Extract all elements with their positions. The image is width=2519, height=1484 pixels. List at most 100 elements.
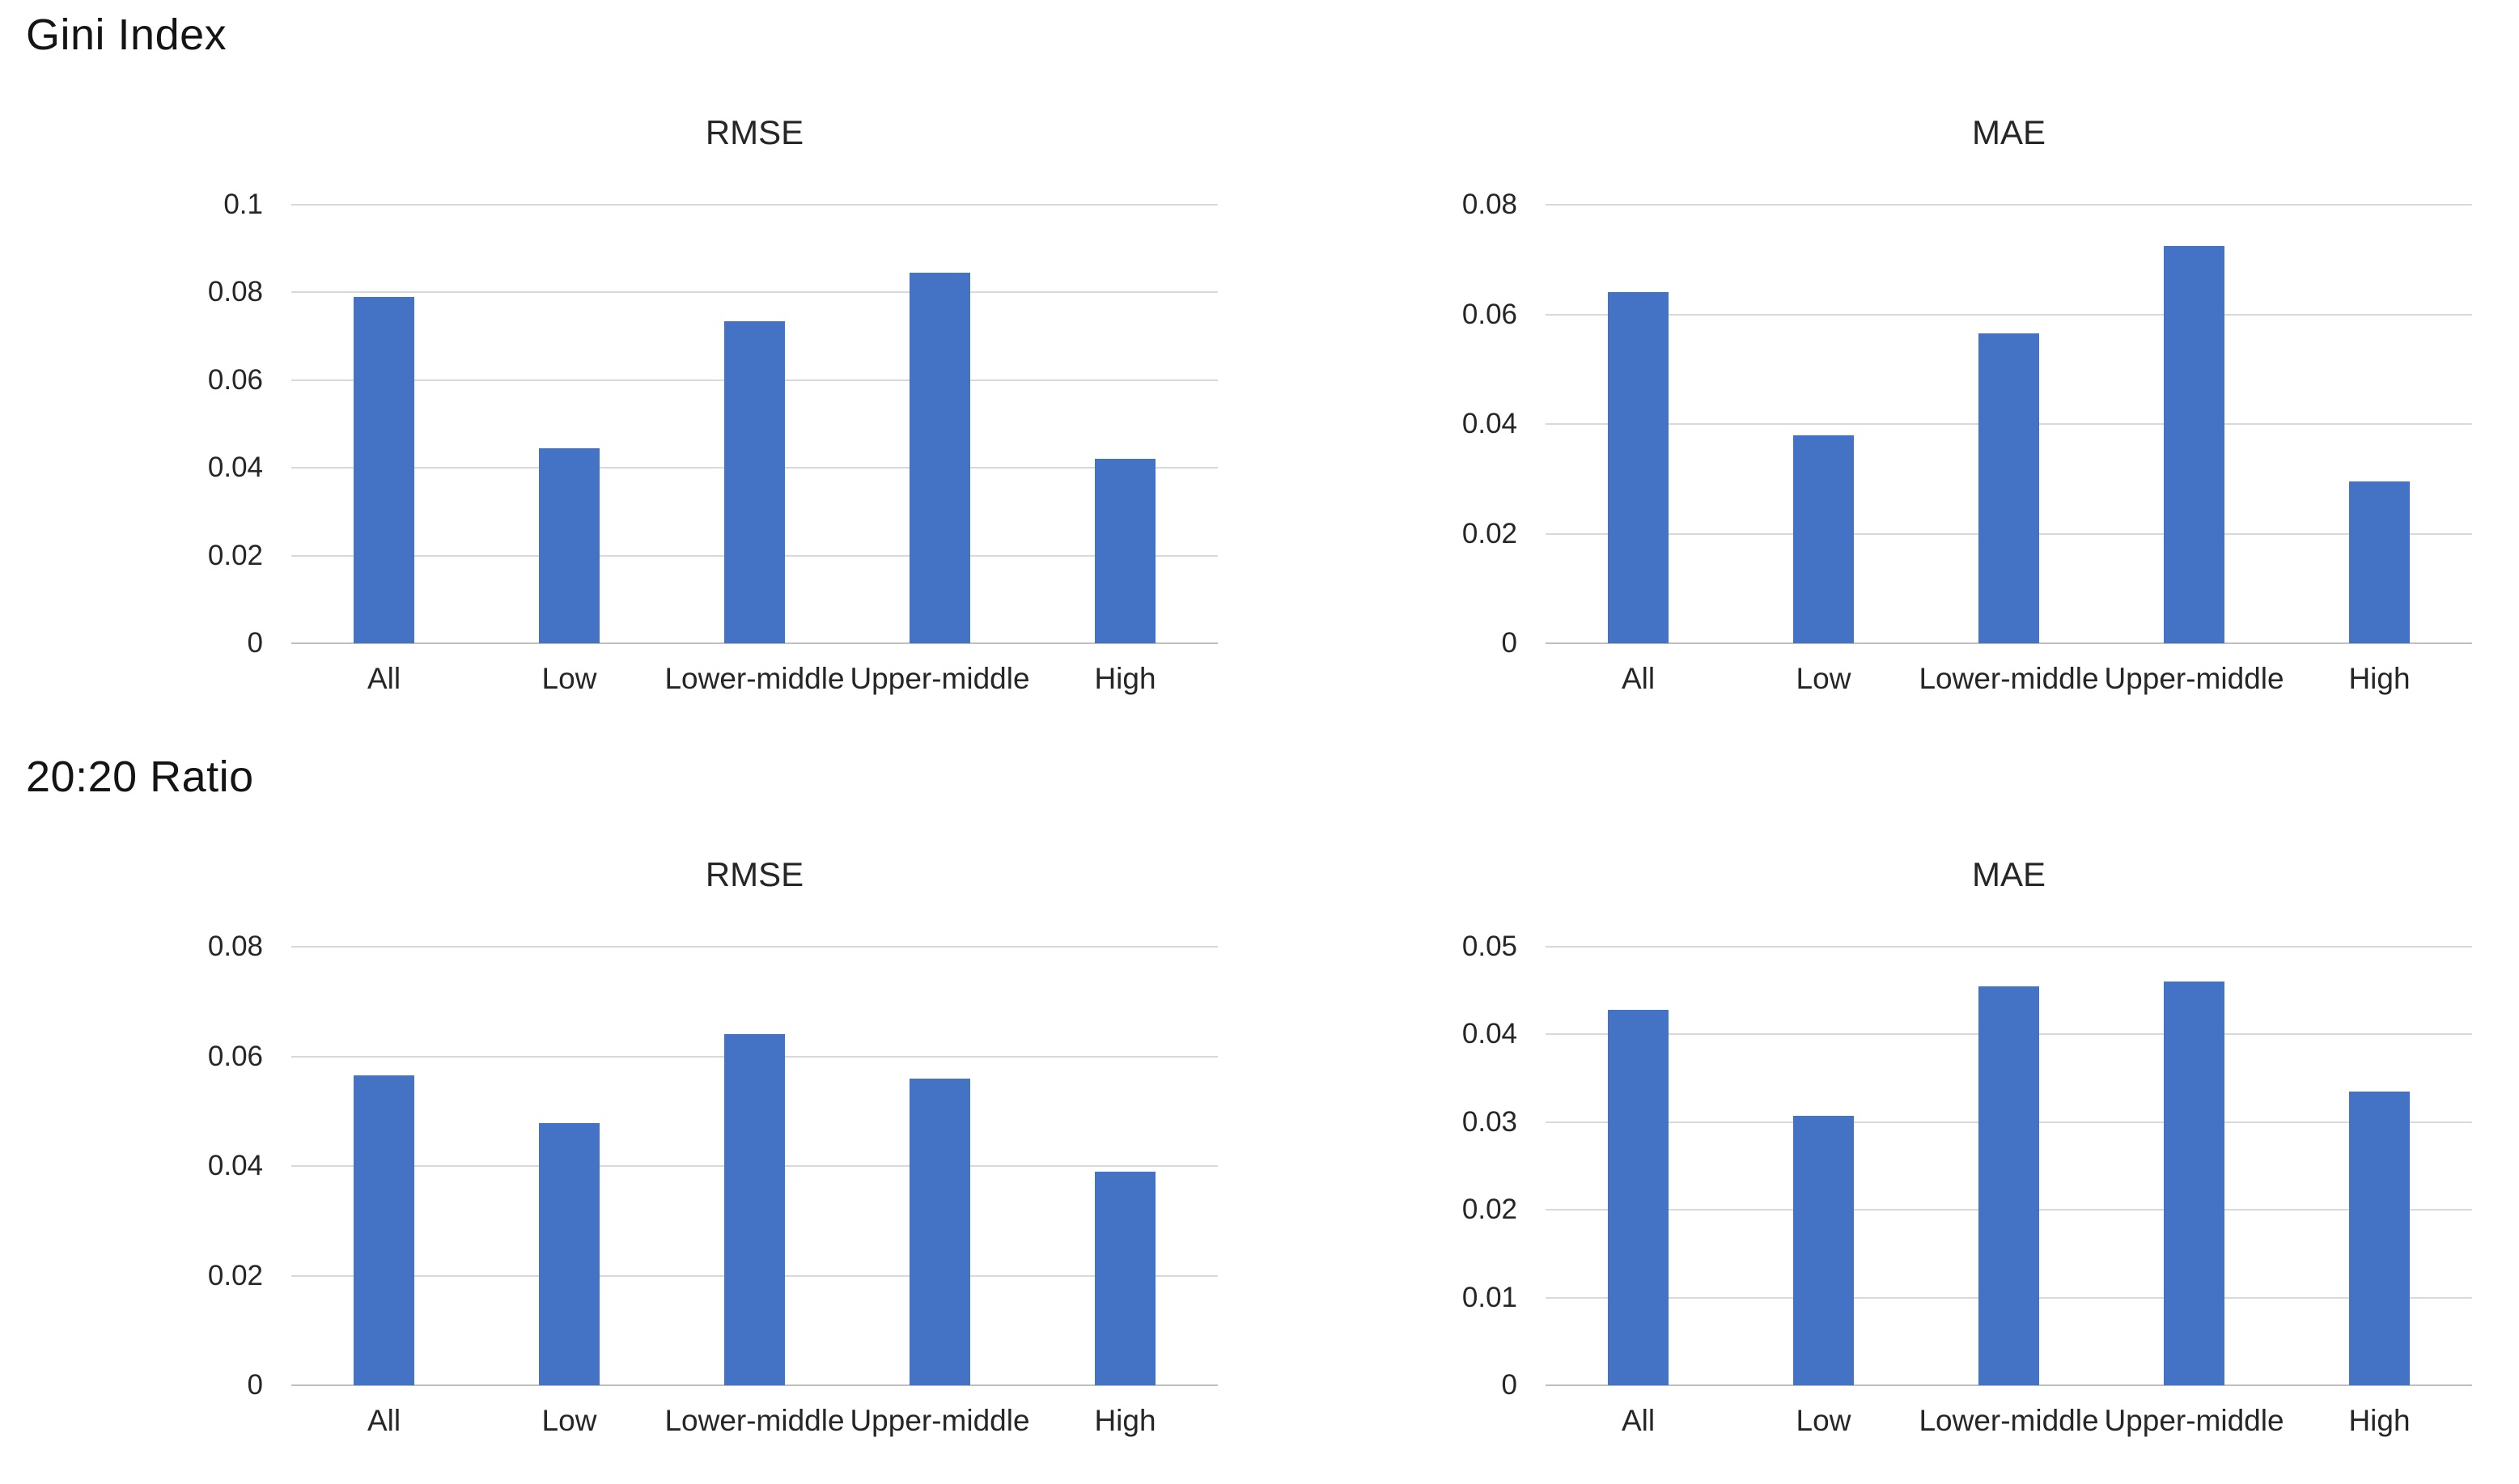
bar-slot (1731, 947, 1916, 1385)
x-axis-category-label: Upper-middle (850, 1404, 1030, 1437)
chart-title: RMSE (705, 855, 804, 893)
chart-gini-index-mae: MAE 0 0.02 0.04 0.06 0.08 All Low Lower-middle Up… (1376, 95, 2508, 728)
x-axis-category-label: Upper-middle (2104, 1404, 2284, 1437)
bar-slot (2287, 205, 2472, 643)
y-axis: 0 0.01 0.02 0.03 0.04 0.05 (1376, 931, 1517, 1401)
bar-low (538, 447, 600, 643)
bar-upper-middle (909, 1078, 971, 1385)
y-axis-tick-label: 0.04 (1461, 1018, 1517, 1050)
y-axis-tick-label: 0.02 (207, 1259, 263, 1291)
x-axis-labels: All Low Lower-middle Upper-middle High (1546, 1404, 2472, 1452)
bar-slot (1916, 205, 2101, 643)
bar-upper-middle (909, 273, 971, 643)
bar-all (1607, 1010, 1669, 1385)
chart-gini-index-rmse: RMSE 0 0.02 0.04 0.06 0.08 0.1 All Low Lower-midd… (121, 95, 1254, 728)
y-axis-tick-label: 0.08 (1461, 189, 1517, 220)
chart-title: MAE (1971, 855, 2046, 893)
bar-all (353, 1075, 415, 1385)
x-axis-labels: All Low Lower-middle Upper-middle High (291, 662, 1218, 710)
y-axis: 0 0.02 0.04 0.06 0.08 (1376, 189, 1517, 659)
x-axis-line (1546, 1384, 2472, 1386)
y-axis-tick-label: 0.04 (207, 1150, 263, 1181)
bar-slot (847, 947, 1033, 1385)
gridline (1546, 204, 2472, 206)
bar-slot (291, 947, 477, 1385)
section-title-gini-index: Gini Index (26, 11, 227, 59)
bar-slot (477, 205, 662, 643)
bar-slot (1033, 947, 1218, 1385)
bar-all (1607, 292, 1669, 643)
bars-group (291, 947, 1218, 1385)
x-axis-category-label: Lower-middle (664, 1404, 845, 1437)
gridline (1546, 946, 2472, 948)
bar-low (538, 1123, 600, 1385)
x-axis-category-label: All (1621, 662, 1656, 695)
gridline (291, 946, 1218, 948)
bar-high (2348, 1091, 2411, 1385)
bar-slot (291, 205, 477, 643)
y-axis-tick-label: 0.06 (207, 363, 263, 396)
bar-slot (847, 205, 1033, 643)
y-axis-tick-label: 0.08 (207, 276, 263, 308)
x-axis-line (291, 642, 1218, 644)
x-axis-category-label: High (2348, 662, 2411, 695)
y-axis-tick-label: 0 (1501, 1369, 1517, 1401)
x-axis-line (291, 1384, 1218, 1386)
x-axis-category-label: All (367, 662, 401, 695)
bars-group (1546, 205, 2472, 643)
y-axis-tick-label: 0 (247, 1369, 263, 1401)
y-axis-tick-label: 0.06 (1461, 298, 1517, 330)
bar-low (1792, 1116, 1855, 1385)
plot-area (291, 204, 1218, 644)
bar-upper-middle (2163, 982, 2225, 1385)
y-axis-tick-label: 0.06 (207, 1040, 263, 1072)
x-axis-category-label: Upper-middle (850, 662, 1030, 695)
y-axis-tick-label: 0.04 (207, 452, 263, 484)
section-gini-index: Gini Index RMSE 0 0.02 0.04 0.06 0.08 0.1 All Lo… (26, 11, 2508, 728)
y-axis-tick-label: 0 (247, 627, 263, 659)
x-axis-line (1546, 642, 2472, 644)
bar-slot (662, 947, 847, 1385)
section-title-2020-ratio: 20:20 Ratio (26, 753, 254, 801)
bar-slot (662, 205, 847, 643)
x-axis-category-label: High (2348, 1404, 2411, 1437)
bar-lower-middle (1978, 986, 2040, 1385)
y-axis-tick-label: 0.02 (1461, 1194, 1517, 1226)
x-axis-category-label: Low (1796, 662, 1851, 695)
y-axis-tick-label: 0.04 (1461, 408, 1517, 439)
x-axis-category-label: Low (541, 1404, 597, 1437)
bar-slot (1546, 947, 1731, 1385)
gridline (291, 204, 1218, 206)
x-axis-category-label: High (1094, 1404, 1156, 1437)
bar-slot (2101, 947, 2287, 1385)
bar-slot (2101, 205, 2287, 643)
bar-low (1792, 435, 1855, 643)
x-axis-category-label: Low (1796, 1404, 1851, 1437)
bars-group (1546, 947, 2472, 1385)
y-axis-tick-label: 0.08 (207, 931, 263, 962)
y-axis-tick-label: 0.01 (1461, 1281, 1517, 1313)
bars-group (291, 205, 1218, 643)
y-axis: 0 0.02 0.04 0.06 0.08 0.1 (121, 189, 263, 659)
bar-high (1094, 459, 1156, 643)
x-axis-category-label: Lower-middle (664, 662, 845, 695)
y-axis-tick-label: 0.02 (207, 539, 263, 571)
chart-title: MAE (1971, 113, 2046, 151)
y-axis-tick-label: 0.02 (1461, 517, 1517, 549)
x-axis-labels: All Low Lower-middle Upper-middle High (1546, 662, 2472, 710)
plot-area (1546, 204, 2472, 644)
section-2020-ratio: 20:20 Ratio RMSE 0 0.02 0.04 0.06 0.08 All Low L… (0, 742, 2519, 1484)
bar-lower-middle (723, 320, 786, 643)
bar-high (2348, 481, 2411, 643)
x-axis-category-label: All (1621, 1404, 1656, 1437)
x-axis-labels: All Low Lower-middle Upper-middle High (291, 1404, 1218, 1452)
plot-area (1546, 946, 2472, 1386)
x-axis-category-label: All (367, 1404, 401, 1437)
y-axis-tick-label: 0.05 (1461, 931, 1517, 962)
bar-slot (2287, 947, 2472, 1385)
bar-high (1094, 1171, 1156, 1385)
y-axis-tick-label: 0.1 (223, 189, 263, 220)
bar-lower-middle (723, 1034, 786, 1385)
bar-slot (1033, 205, 1218, 643)
